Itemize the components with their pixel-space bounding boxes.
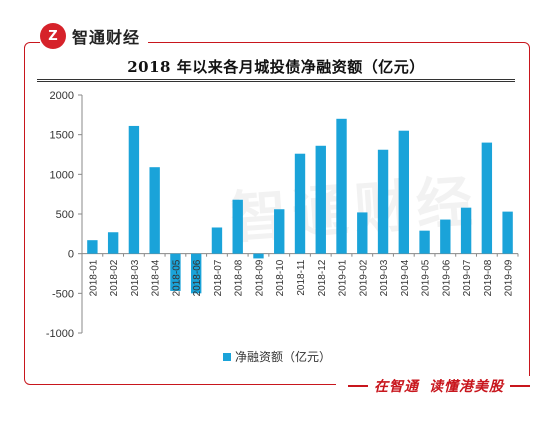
slogan-part2: 读懂港美股	[429, 379, 504, 395]
bar-2018-02	[107, 232, 119, 254]
x-tick-label: 2018-08	[234, 259, 245, 296]
bar-2019-01	[336, 118, 347, 254]
x-tick-label: 2019-04	[400, 259, 411, 296]
bar-2018-08	[232, 199, 243, 254]
bar-2019-06	[440, 219, 451, 254]
legend-swatch	[222, 353, 231, 361]
x-tick-label: 2018-02	[109, 259, 120, 296]
zhitong-logo-icon: Z	[40, 23, 66, 49]
y-tick-label: 0	[68, 249, 74, 261]
bar-2019-02	[357, 212, 368, 254]
legend-label: 净融资额（亿元）	[234, 350, 331, 364]
y-tick-label: -1000	[46, 328, 74, 340]
footer-line-right	[510, 385, 530, 387]
bar-2019-03	[377, 149, 389, 254]
y-tick-label: 1500	[50, 130, 74, 142]
x-tick-label: 2019-02	[358, 259, 369, 296]
y-tick-label: 500	[56, 209, 74, 221]
bar-2018-10	[274, 209, 285, 254]
bar-2018-03	[128, 125, 140, 254]
x-tick-label: 2018-01	[88, 259, 99, 296]
x-tick-label: 2018-09	[254, 259, 265, 296]
card-frame	[24, 42, 530, 385]
footer-slogan: 在智通 读懂港美股	[336, 376, 542, 396]
bar-2019-08	[481, 142, 493, 254]
x-tick-label: 2018-03	[130, 259, 141, 296]
bar-2018-12	[315, 145, 326, 254]
x-tick-label: 2019-06	[441, 259, 452, 296]
header: Z 智通财经	[40, 22, 149, 50]
x-tick-label: 2018-05	[171, 259, 182, 296]
x-tick-label: 2018-06	[192, 259, 203, 296]
x-tick-label: 2019-09	[504, 259, 515, 296]
y-tick-label: -500	[52, 288, 74, 300]
x-tick-label: 2019-05	[421, 259, 432, 296]
x-tick-label: 2018-07	[213, 259, 224, 296]
y-tick-label: 2000	[50, 90, 74, 102]
bar-2018-05	[170, 253, 181, 291]
x-tick-label: 2018-11	[296, 259, 307, 295]
x-tick-label: 2019-01	[338, 259, 349, 296]
x-tick-label: 2019-07	[462, 259, 473, 296]
slogan-part1: 在智通	[374, 379, 419, 395]
bar-2018-04	[149, 167, 160, 254]
brand-name: 智通财经	[72, 28, 141, 47]
x-tick-label: 2018-12	[317, 259, 328, 296]
bar-2018-06	[191, 253, 202, 294]
bar-2019-04	[398, 130, 409, 254]
chart-title: 2018 年以来各月城投债净融资额（亿元）	[127, 58, 425, 76]
bar-2018-07	[211, 227, 223, 254]
x-tick-label: 2019-08	[483, 259, 494, 296]
bar-2019-09	[502, 211, 513, 254]
y-tick-label: 1000	[50, 169, 74, 181]
bar-2019-05	[419, 230, 430, 254]
bar-2019-07	[460, 207, 472, 254]
legend: 净融资额（亿元）	[0, 348, 554, 365]
bar-2018-11	[294, 153, 306, 254]
title-bar: 2018 年以来各月城投债净融资额（亿元）	[37, 54, 515, 82]
x-tick-label: 2018-04	[151, 259, 162, 296]
x-tick-label: 2019-03	[379, 259, 390, 296]
bar-2018-09	[253, 253, 264, 259]
footer-line-left	[348, 385, 368, 387]
x-tick-label: 2018-10	[275, 259, 286, 296]
bar-2018-01	[87, 240, 98, 254]
